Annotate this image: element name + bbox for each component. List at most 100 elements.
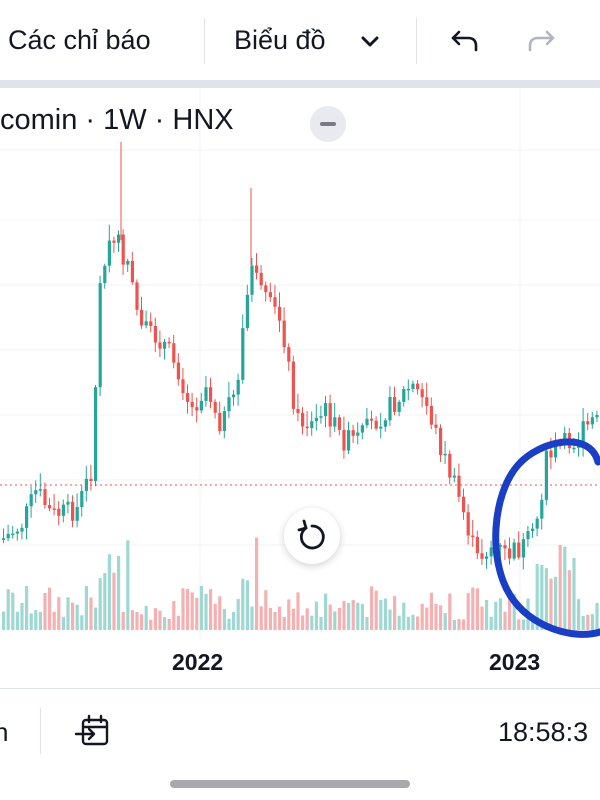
volume-bar bbox=[416, 616, 420, 630]
volume-bar bbox=[222, 608, 226, 630]
volume-bar bbox=[163, 617, 167, 630]
candle-body bbox=[402, 388, 406, 402]
volume-bar bbox=[167, 618, 171, 630]
volume-bar bbox=[80, 615, 84, 630]
volume-bar bbox=[443, 612, 447, 630]
volume-bar bbox=[347, 603, 351, 630]
candle-body bbox=[360, 425, 364, 433]
candle-body bbox=[475, 536, 479, 554]
candle-body bbox=[75, 507, 79, 521]
symbol-legend[interactable]: comin · 1W · HNX bbox=[0, 104, 234, 136]
candlestick-series bbox=[2, 142, 599, 570]
volume-bar bbox=[204, 593, 208, 630]
volume-bar bbox=[466, 593, 470, 630]
chart-type-button[interactable]: Biểu đồ bbox=[234, 25, 326, 55]
candle-body bbox=[158, 342, 162, 349]
volume-bar bbox=[337, 607, 341, 630]
chevron-down-icon[interactable] bbox=[352, 24, 388, 60]
candle-body bbox=[278, 306, 282, 321]
volume-bar bbox=[140, 614, 144, 630]
candle-body bbox=[190, 401, 194, 408]
candle-body bbox=[94, 387, 98, 481]
candle-body bbox=[521, 539, 525, 558]
volume-bar bbox=[351, 600, 355, 630]
collapse-legend-button[interactable] bbox=[310, 106, 346, 142]
candle-body bbox=[112, 240, 116, 243]
candle-body bbox=[301, 412, 305, 427]
volume-bar bbox=[117, 555, 121, 630]
volume-bar bbox=[25, 586, 29, 630]
candle-body bbox=[20, 527, 24, 532]
volume-bar bbox=[236, 599, 240, 630]
volume-bar bbox=[52, 611, 56, 630]
volume-bar bbox=[425, 607, 429, 630]
candle-body bbox=[554, 443, 558, 458]
volume-bar bbox=[176, 615, 180, 630]
candle-body bbox=[176, 362, 180, 380]
volume-bar bbox=[310, 615, 314, 630]
candle-body bbox=[393, 396, 397, 412]
volume-bar bbox=[218, 596, 222, 630]
volume-bar bbox=[250, 606, 254, 630]
candle-body bbox=[250, 265, 254, 295]
volume-bar bbox=[439, 605, 443, 630]
volume-bar bbox=[98, 578, 102, 630]
volume-bar bbox=[255, 537, 259, 630]
undo-icon[interactable] bbox=[446, 22, 482, 58]
volume-bar bbox=[554, 576, 558, 630]
candle-body bbox=[25, 506, 29, 528]
candle-body bbox=[434, 424, 438, 428]
volume-bar bbox=[581, 615, 585, 630]
timeframe-button[interactable]: n bbox=[0, 717, 9, 747]
volume-bar bbox=[531, 616, 535, 630]
indicators-button[interactable]: Các chỉ báo bbox=[8, 25, 151, 55]
candle-body bbox=[416, 383, 420, 390]
volume-bar bbox=[6, 589, 10, 630]
volume-bar bbox=[365, 616, 369, 630]
volume-bar bbox=[549, 578, 553, 630]
candle-body bbox=[452, 475, 456, 478]
candle-body bbox=[153, 325, 157, 343]
volume-bar bbox=[94, 607, 98, 630]
candle-body bbox=[388, 396, 392, 421]
candle-body bbox=[374, 420, 378, 429]
range-icon[interactable] bbox=[74, 712, 112, 750]
candle-body bbox=[420, 389, 424, 398]
toolbar-divider bbox=[416, 18, 417, 64]
volume-bar bbox=[406, 616, 410, 630]
volume-bar bbox=[48, 587, 52, 630]
volume-bar bbox=[227, 618, 231, 630]
candle-body bbox=[590, 417, 594, 425]
volume-bar bbox=[89, 597, 93, 630]
candle-body bbox=[117, 234, 121, 243]
candle-body bbox=[287, 347, 291, 362]
candle-body bbox=[517, 542, 521, 558]
candle-body bbox=[2, 538, 6, 540]
candle-body bbox=[549, 450, 553, 458]
volume-bar bbox=[434, 603, 438, 630]
volume-bar bbox=[544, 568, 548, 630]
reset-icon bbox=[297, 519, 325, 550]
candle-body bbox=[544, 450, 548, 500]
volume-bar bbox=[103, 573, 107, 630]
candle-body bbox=[305, 426, 309, 429]
candle-body bbox=[199, 400, 203, 411]
volume-bar bbox=[172, 601, 176, 630]
volume-bar bbox=[595, 602, 599, 630]
candle-body bbox=[213, 401, 217, 413]
candle-body bbox=[66, 501, 70, 505]
volume-bar bbox=[563, 546, 567, 630]
volume-bar bbox=[498, 598, 502, 630]
candle-body bbox=[425, 397, 429, 406]
redo-icon[interactable] bbox=[524, 22, 560, 58]
volume-bar bbox=[57, 597, 61, 630]
candle-body bbox=[236, 379, 240, 395]
reset-chart-button[interactable] bbox=[284, 508, 340, 564]
volume-bar bbox=[494, 601, 498, 630]
chart-area[interactable] bbox=[0, 88, 600, 688]
candle-body bbox=[167, 341, 171, 344]
volume-bar bbox=[75, 604, 79, 630]
volume-bar bbox=[130, 610, 134, 630]
volume-bar bbox=[20, 602, 24, 630]
top-toolbar: Các chỉ báo Biểu đồ bbox=[0, 0, 600, 80]
